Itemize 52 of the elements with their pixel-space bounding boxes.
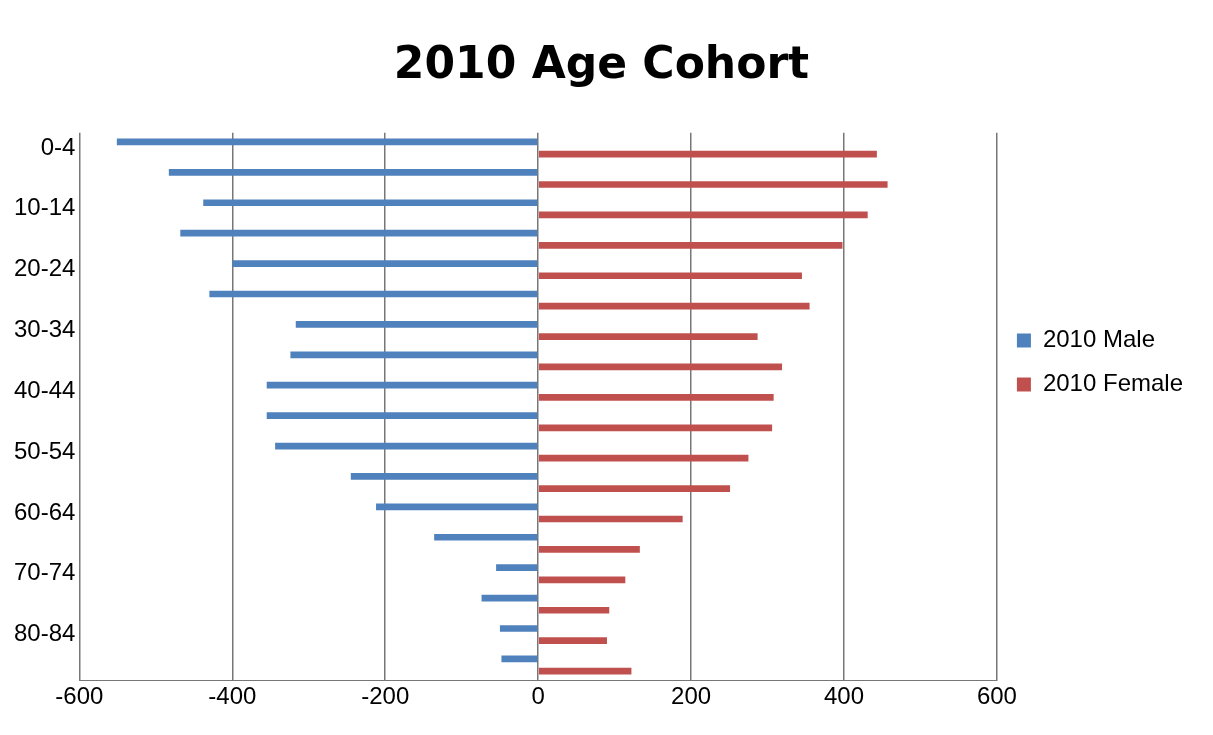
bar	[290, 351, 538, 359]
bar	[203, 199, 538, 207]
bar	[538, 150, 877, 158]
bar	[538, 363, 783, 371]
x-tick-label: 400	[823, 682, 865, 710]
bar	[209, 290, 538, 298]
y-tick-label: 40-44	[13, 375, 76, 403]
bar	[295, 321, 538, 328]
y-tick-label: 20-24	[13, 254, 76, 282]
bar	[499, 625, 538, 632]
bar	[232, 260, 538, 267]
bar	[266, 412, 538, 419]
bar	[538, 606, 610, 614]
bar	[538, 546, 640, 553]
bar	[538, 454, 749, 462]
bar	[538, 485, 731, 492]
x-tick-label: 600	[976, 682, 1017, 710]
y-tick-label: 0-4	[40, 132, 76, 160]
bar	[275, 442, 538, 450]
bar	[538, 424, 773, 432]
bar	[538, 241, 843, 249]
x-tick-label: 200	[671, 682, 712, 710]
bar	[266, 381, 538, 389]
y-tick-label: 50-54	[13, 436, 76, 464]
x-tick-label: -400	[208, 682, 257, 710]
x-tick-label: -600	[55, 682, 104, 710]
bar	[538, 302, 810, 310]
bar	[350, 473, 538, 480]
bar	[168, 168, 538, 176]
bar	[180, 229, 538, 237]
legend-label: 2010 Male	[1042, 325, 1155, 353]
bar	[434, 533, 538, 541]
y-tick-label: 10-14	[13, 193, 76, 221]
legend-label: 2010 Female	[1042, 369, 1184, 397]
y-tick-label: 30-34	[13, 315, 76, 343]
bar	[538, 181, 888, 188]
y-tick-label: 60-64	[13, 497, 76, 525]
bar	[538, 272, 802, 280]
bar	[538, 637, 607, 645]
chart-title: 2010 Age Cohort	[393, 36, 810, 88]
bar	[538, 576, 626, 584]
bar	[538, 515, 683, 523]
bar	[538, 333, 758, 340]
y-tick-label: 80-84	[13, 619, 76, 647]
bar	[501, 655, 538, 663]
y-tick-label: 70-74	[13, 558, 76, 586]
bar	[116, 138, 538, 146]
bar	[538, 211, 868, 219]
bar	[496, 564, 538, 572]
x-tick-label: 0	[531, 682, 545, 710]
bar	[538, 394, 774, 401]
x-tick-label: -200	[361, 682, 410, 710]
